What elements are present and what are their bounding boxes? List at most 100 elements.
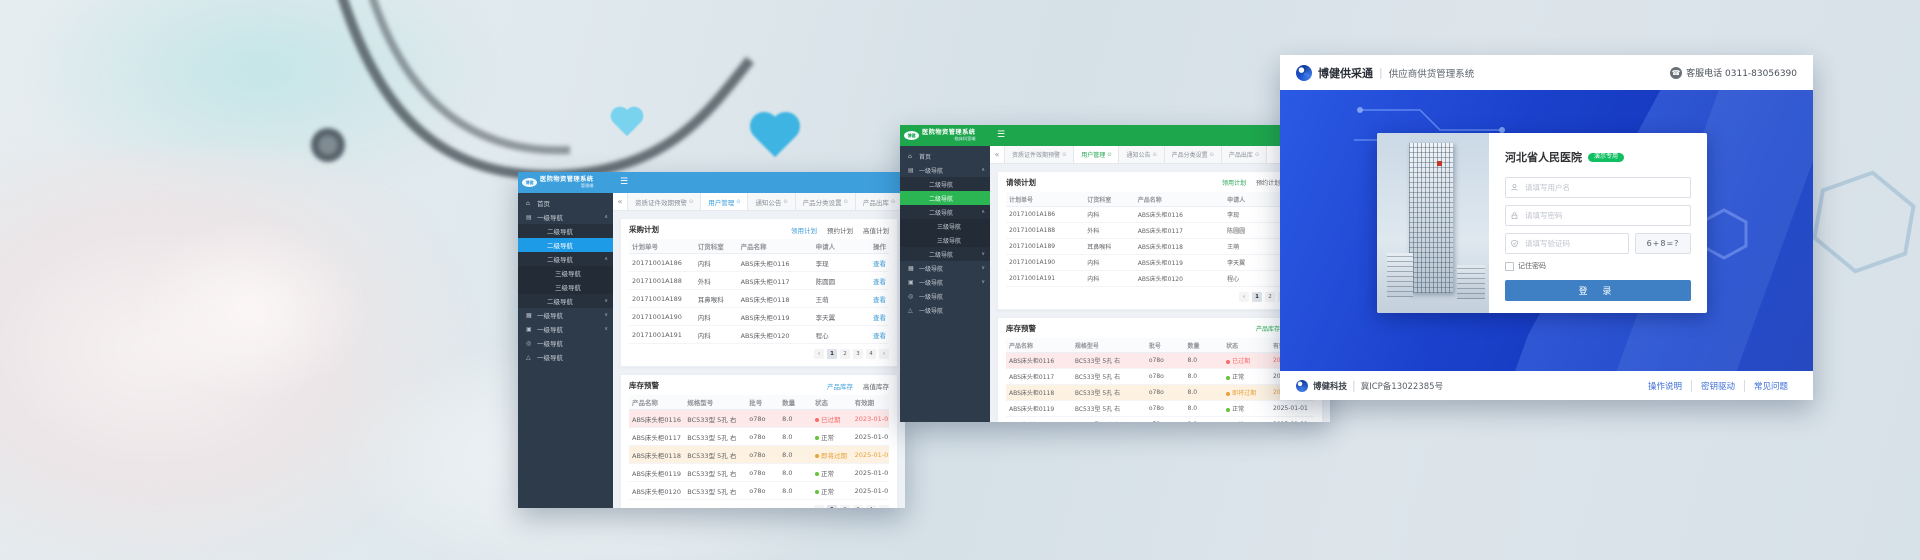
page-button[interactable]: 1 xyxy=(1252,292,1262,302)
captcha-image[interactable]: 6+8=? xyxy=(1635,233,1691,254)
remember-checkbox[interactable] xyxy=(1505,261,1514,271)
tab-refresh-icon: ⊙ xyxy=(1107,151,1112,158)
hamburger-icon[interactable]: ☰ xyxy=(620,177,629,187)
sidebar-nav-item[interactable]: 二级导航 ∧ xyxy=(518,252,613,266)
hamburger-icon[interactable]: ☰ xyxy=(997,130,1006,140)
page-button[interactable]: 3 xyxy=(853,349,863,359)
content-tab[interactable]: 通知公告 ⊙ xyxy=(1119,146,1165,163)
inventory-table-row: ABS床头柜0117 BC533型 5孔 右 o78o 8.0 正常 2025-… xyxy=(1006,369,1314,385)
sidebar-nav-item[interactable]: ⌂ 首页 xyxy=(900,149,990,163)
pagination: ‹ 1 2 3 4 › xyxy=(629,500,889,508)
content-tab[interactable]: 产品出库 ⊙ xyxy=(1221,146,1268,163)
plan-type-link[interactable]: 预约计划 xyxy=(1255,180,1280,187)
sidebar-nav-item[interactable]: 二级导航 xyxy=(518,238,613,252)
brand-swirl-logo-icon xyxy=(1296,64,1312,81)
clinical-sidebar: 博健 医院物资管理系统 临床科室端 ⌂ 首页 ▤ 一级导航 xyxy=(900,125,990,422)
hospital-badge[interactable]: 演示专用 xyxy=(1588,152,1625,162)
prev-page-button[interactable]: ‹ xyxy=(1239,292,1249,302)
plan-applicant-cell: 程心 xyxy=(815,331,829,340)
content-tab[interactable]: 产品分类设置 ⊙ xyxy=(1164,146,1222,163)
inventory-qty-cell: 8.0 xyxy=(1185,421,1224,422)
inventory-batch-cell: o78o xyxy=(749,414,766,423)
page-button[interactable]: 2 xyxy=(840,349,850,359)
content-tab[interactable]: 通知公告 ⊙ xyxy=(748,193,796,210)
inventory-spec-cell: BC533型 5孔 右 xyxy=(1074,390,1121,397)
inventory-type-link[interactable]: 产品库存 xyxy=(1255,326,1280,333)
column-header: 产品名称 xyxy=(632,399,658,407)
plan-applicant-cell: 李天翼 xyxy=(815,313,836,322)
sidebar-nav-item[interactable]: 三级导航 xyxy=(518,280,613,294)
remember-password[interactable]: 记住密码 xyxy=(1505,261,1691,271)
plan-type-link[interactable]: 预约计划 xyxy=(827,226,853,235)
sidebar-nav-item[interactable]: ◎ 一级导航 xyxy=(900,289,990,303)
view-link[interactable]: 查看 xyxy=(873,259,886,268)
plan-product-cell: ABS床头柜0118 xyxy=(1137,244,1183,251)
sidebar-nav-item[interactable]: ▣ 一级导航 ∨ xyxy=(518,322,613,336)
page-button[interactable]: 4 xyxy=(866,349,876,359)
inventory-status-cell: 正常 xyxy=(1223,372,1270,381)
plan-type-link[interactable]: 高值计划 xyxy=(863,226,889,235)
next-page-button[interactable]: › xyxy=(879,349,889,359)
view-link[interactable]: 查看 xyxy=(873,331,886,340)
sidebar-nav-item[interactable]: 二级导航 xyxy=(518,224,613,238)
collapse-tabs-icon[interactable]: « xyxy=(990,146,1005,163)
plan-id-cell: 20171001A190 xyxy=(1009,259,1056,266)
content-tab[interactable]: 产品分类设置 ⊙ xyxy=(795,193,856,210)
page-button[interactable]: 2 xyxy=(840,505,850,508)
inventory-status-cell: 正常 xyxy=(812,468,852,478)
sidebar-nav-item[interactable]: ◎ 一级导航 xyxy=(518,336,613,350)
sidebar-nav-item[interactable]: ▤ 一级导航 ∧ xyxy=(518,210,613,224)
plan-applicant-cell: 王萌 xyxy=(815,295,829,304)
prev-page-button[interactable]: ‹ xyxy=(814,505,824,508)
view-link[interactable]: 查看 xyxy=(873,277,886,286)
sidebar-nav-item[interactable]: 三级导航 xyxy=(518,266,613,280)
sidebar-nav-item[interactable]: ▦ 一级导航 ∨ xyxy=(900,261,990,275)
login-button[interactable]: 登 录 xyxy=(1505,280,1691,301)
page-button[interactable]: 4 xyxy=(866,505,876,508)
content-tab[interactable]: 产品出库 ⊙ xyxy=(855,193,904,210)
sidebar-nav-item[interactable]: ▤ 一级导航 ∧ xyxy=(900,163,990,177)
captcha-input[interactable] xyxy=(1523,238,1628,249)
sidebar-nav-item[interactable]: △ 一级导航 xyxy=(518,350,613,364)
nav-item-icon: △ xyxy=(526,353,531,361)
username-input[interactable] xyxy=(1523,182,1690,193)
sidebar-nav-item[interactable]: ⌂ 首页 xyxy=(518,196,613,210)
footer-link[interactable]: 常见问题 xyxy=(1743,379,1797,392)
sidebar-nav-item[interactable]: ▦ 一级导航 ∨ xyxy=(518,308,613,322)
content-tab[interactable]: 用户管理 ⊙ xyxy=(1074,146,1120,163)
page-button[interactable]: 1 xyxy=(827,505,837,508)
plan-type-link[interactable]: 领用计划 xyxy=(1221,180,1246,187)
prev-page-button[interactable]: ‹ xyxy=(814,349,824,359)
view-link[interactable]: 查看 xyxy=(873,295,886,304)
page-button[interactable]: 3 xyxy=(853,505,863,508)
chevron-icon: ∨ xyxy=(604,312,608,318)
sidebar-nav-item[interactable]: 二级导航 xyxy=(900,177,990,191)
footer-link[interactable]: 密钥驱动 xyxy=(1690,379,1744,392)
sidebar-nav-item[interactable]: 二级导航 ∨ xyxy=(900,247,990,261)
inventory-type-link[interactable]: 高值库存 xyxy=(863,382,889,391)
sidebar-nav-item[interactable]: 二级导航 xyxy=(900,191,990,205)
sidebar-nav-item[interactable]: ▣ 一级导航 ∨ xyxy=(900,275,990,289)
sidebar-nav-item[interactable]: 二级导航 ∨ xyxy=(518,294,613,308)
divider: | xyxy=(1352,379,1356,392)
footer-link[interactable]: 操作说明 xyxy=(1647,381,1682,392)
collapse-tabs-icon[interactable]: « xyxy=(613,193,628,210)
inventory-type-link[interactable]: 产品库存 xyxy=(827,382,853,391)
page-button[interactable]: 2 xyxy=(1265,292,1275,302)
sidebar-nav-item[interactable]: △ 一级导航 xyxy=(900,303,990,317)
plan-product-cell: ABS床头柜0117 xyxy=(740,277,790,286)
content-tab[interactable]: 资质证件效期预警 ⊙ xyxy=(628,193,702,210)
inventory-qty-cell: 8.0 xyxy=(782,414,793,423)
sidebar-nav-item[interactable]: 二级导航 ∧ xyxy=(900,205,990,219)
password-input[interactable] xyxy=(1523,210,1690,221)
sidebar-nav-item[interactable]: 三级导航 xyxy=(900,233,990,247)
sidebar-nav-item[interactable]: 三级导航 xyxy=(900,219,990,233)
view-link[interactable]: 查看 xyxy=(873,313,886,322)
page-button[interactable]: 1 xyxy=(827,349,837,359)
plan-type-link[interactable]: 领用计划 xyxy=(791,226,817,235)
next-page-button[interactable]: › xyxy=(879,505,889,508)
content-tab[interactable]: 资质证件效期预警 ⊙ xyxy=(1005,146,1075,163)
status-dot-icon xyxy=(815,453,820,458)
content-tab[interactable]: 用户管理 ⊙ xyxy=(701,193,749,210)
hospital-building-image xyxy=(1377,133,1489,313)
